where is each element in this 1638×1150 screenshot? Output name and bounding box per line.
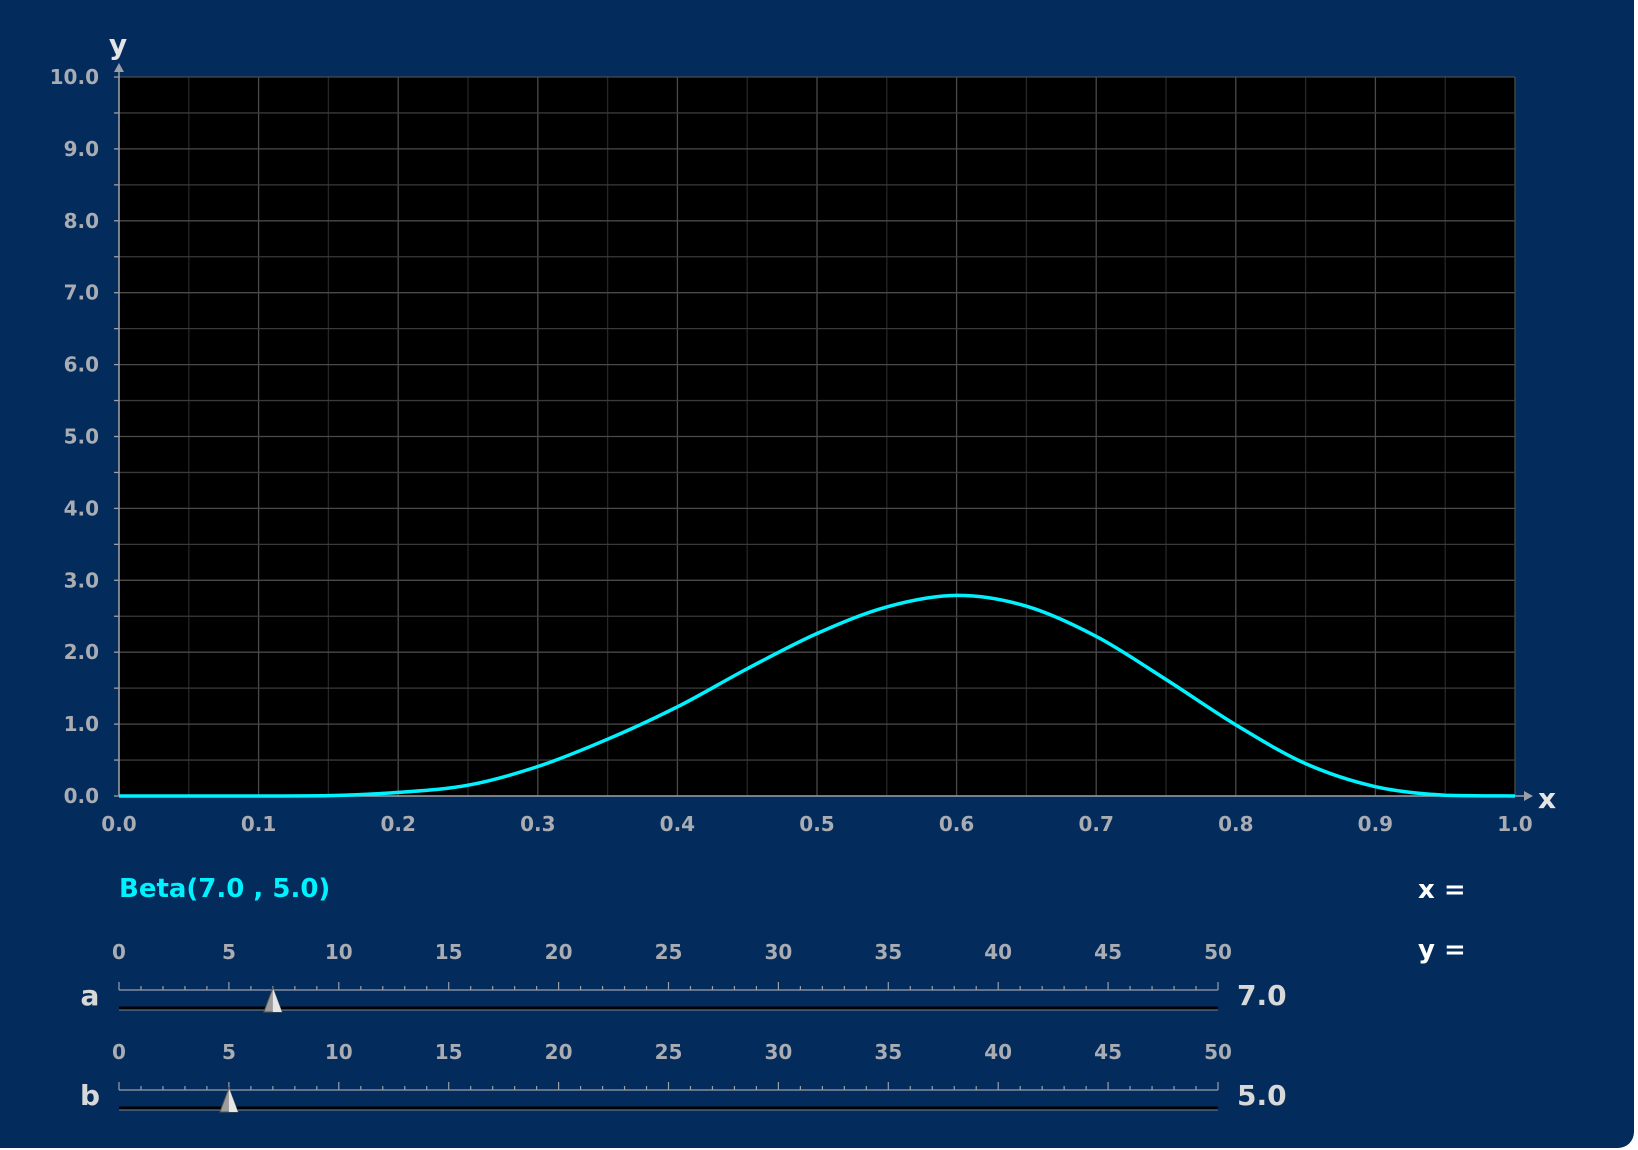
slider-tick-label: 35 xyxy=(874,1040,902,1064)
slider-tick-label: 30 xyxy=(764,1040,792,1064)
slider-name-label: a xyxy=(81,979,100,1012)
x-axis-label: x xyxy=(1538,782,1556,815)
x-tick-label: 0.0 xyxy=(101,812,136,836)
slider-tick-label: 40 xyxy=(984,940,1012,964)
y-tick-label: 2.0 xyxy=(64,640,99,664)
grid-lines xyxy=(118,76,1516,797)
slider-tick-label: 35 xyxy=(874,940,902,964)
y-tick-label: 0.0 xyxy=(64,784,99,808)
y-readout: y = xyxy=(1418,935,1466,965)
slider-thumb-highlight xyxy=(272,988,282,1012)
x-tick-label: 0.1 xyxy=(241,812,276,836)
y-tick-label: 7.0 xyxy=(64,281,99,305)
slider-tick-label: 15 xyxy=(435,1040,463,1064)
x-tick-label: 0.4 xyxy=(660,812,695,836)
slider-value-label: 7.0 xyxy=(1237,979,1287,1012)
tick-labels: 0.0 0.1 0.2 0.3 0.4 0.5 0.6 0.7 0.8 0.9 1.0 0.0 1.0 2… xyxy=(50,65,1533,836)
slider-name-label: b xyxy=(80,1079,100,1112)
slider-tick-label: 25 xyxy=(655,940,683,964)
slider-tick-label: 45 xyxy=(1094,940,1122,964)
slider-tick-label: 10 xyxy=(325,1040,353,1064)
y-tick-label: 8.0 xyxy=(64,209,99,233)
slider-value-label: 5.0 xyxy=(1237,1079,1287,1112)
y-tick-label: 3.0 xyxy=(64,568,99,592)
slider-b[interactable]: 0 5 10 15 20 25 30 35 40 45 50 b 5.0 xyxy=(80,1040,1287,1113)
slider-tick-label: 45 xyxy=(1094,1040,1122,1064)
y-axis-label: y xyxy=(109,28,127,61)
beta-curve xyxy=(119,593,1516,798)
x-tick-label: 1.0 xyxy=(1497,812,1532,836)
slider-tick-label: 5 xyxy=(222,940,236,964)
y-tick-label: 1.0 xyxy=(64,712,99,736)
x-tick-label: 0.8 xyxy=(1218,812,1253,836)
slider-tick-label: 50 xyxy=(1204,940,1232,964)
y-tick-label: 6.0 xyxy=(64,353,99,377)
y-tick-label: 9.0 xyxy=(64,137,99,161)
x-tick-label: 0.3 xyxy=(520,812,555,836)
slider-thumb-highlight xyxy=(228,1088,238,1112)
slider-tick-label: 15 xyxy=(435,940,463,964)
slider-tick-label: 10 xyxy=(325,940,353,964)
x-readout: x = xyxy=(1418,875,1466,905)
slider-tick-label: 5 xyxy=(222,1040,236,1064)
y-axis-arrow-icon xyxy=(114,63,124,72)
x-tick-label: 0.7 xyxy=(1078,812,1113,836)
distribution-label: Beta(7.0 , 5.0) xyxy=(119,874,330,904)
x-tick-label: 0.9 xyxy=(1358,812,1393,836)
y-tick-label: 10.0 xyxy=(50,65,99,89)
slider-tick-label: 40 xyxy=(984,1040,1012,1064)
y-tick-label: 5.0 xyxy=(64,425,99,449)
slider-tick-label: 20 xyxy=(545,940,573,964)
x-axis-arrow-icon xyxy=(1524,791,1533,801)
slider-tick-label: 50 xyxy=(1204,1040,1232,1064)
slider-tick-label: 25 xyxy=(655,1040,683,1064)
slider-a[interactable]: 0 5 10 15 20 25 30 35 40 45 50 a 7.0 xyxy=(81,940,1287,1013)
y-tick-label: 4.0 xyxy=(64,496,99,520)
slider-tick-label: 0 xyxy=(112,1040,126,1064)
x-tick-label: 0.6 xyxy=(939,812,974,836)
slider-tick-label: 30 xyxy=(764,940,792,964)
x-tick-label: 0.2 xyxy=(380,812,415,836)
x-tick-label: 0.5 xyxy=(799,812,834,836)
slider-tick-label: 20 xyxy=(545,1040,573,1064)
slider-tick-label: 0 xyxy=(112,940,126,964)
